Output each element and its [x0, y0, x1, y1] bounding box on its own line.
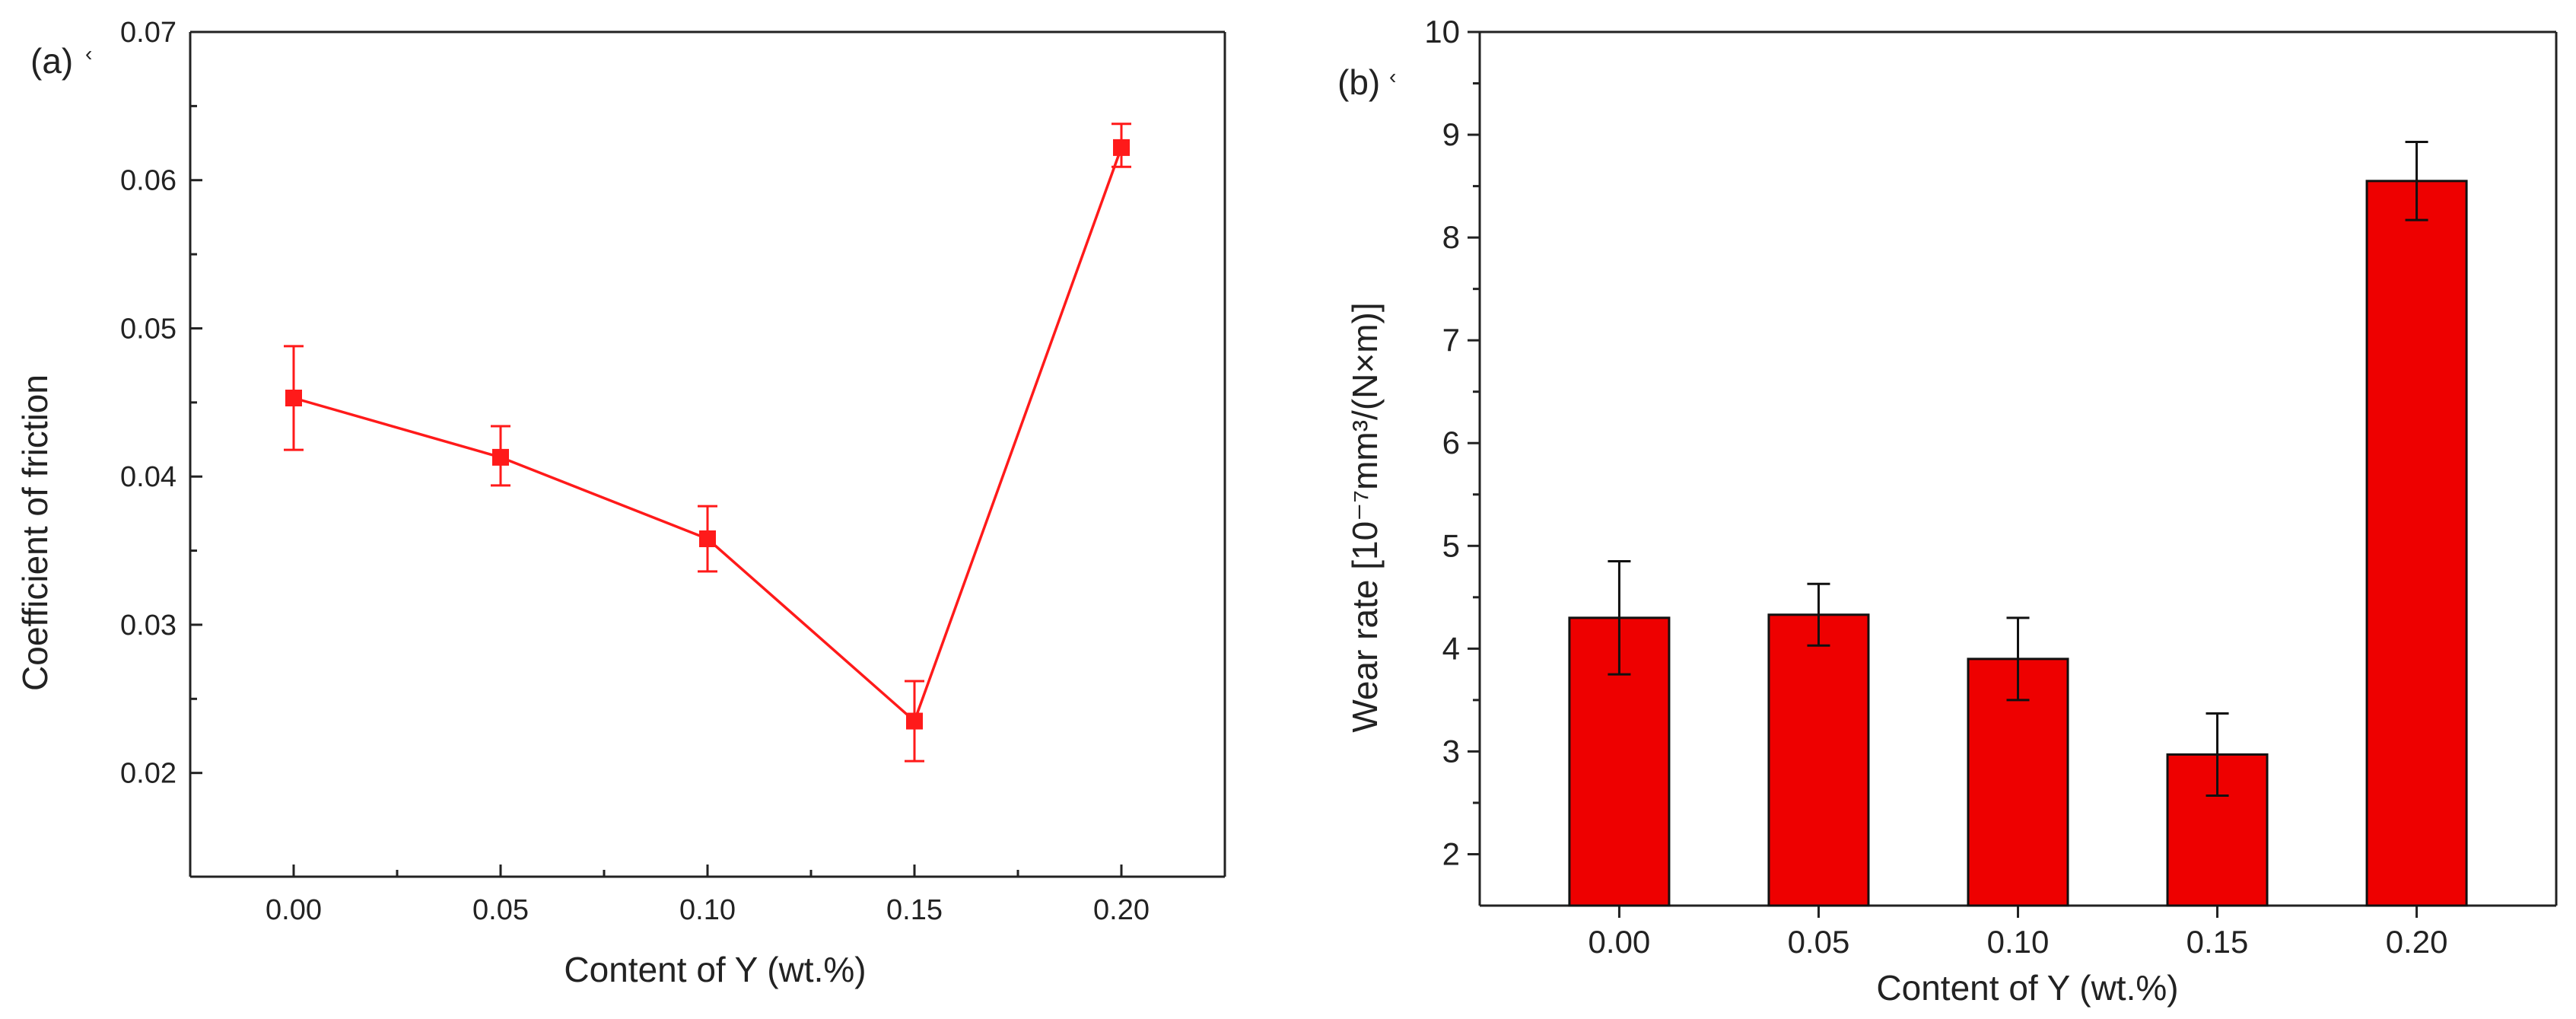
friction-y-ticks: 0.02 0.03 0.04 0.05 0.06 0.07	[120, 17, 202, 790]
friction-y-axis-title: Coefficient of friction	[15, 374, 55, 691]
wear-y-tick-label: 7	[1442, 322, 1460, 358]
wear-x-tick-label: 0.00	[1589, 924, 1651, 960]
panel-mark-a: ‹	[85, 42, 92, 65]
friction-x-tick-label: 0.05	[472, 894, 529, 926]
wear-x-tick-label: 0.15	[2186, 924, 2249, 960]
friction-x-ticks: 0.00 0.05 0.10 0.15 0.20	[266, 865, 1150, 926]
panel-mark-b: ‹	[1389, 65, 1396, 88]
wear-bar	[1767, 613, 1870, 907]
friction-x-tick-label: 0.15	[886, 894, 943, 926]
friction-x-axis-title: Content of Y (wt.%)	[564, 950, 866, 989]
panel-label-b: (b)	[1337, 62, 1380, 102]
wear-x-ticks: 0.00 0.05 0.10 0.15 0.20	[1589, 906, 2448, 960]
friction-y-tick-label: 0.02	[120, 758, 177, 790]
panel-label-a: (a)	[30, 41, 73, 81]
wear-y-tick-label: 10	[1424, 14, 1460, 49]
wear-bar	[2365, 180, 2468, 907]
wear-y-tick-label: 8	[1442, 219, 1460, 255]
wear-y-tick-label: 2	[1442, 836, 1460, 871]
friction-y-tick-label: 0.05	[120, 313, 177, 345]
wear-series	[1568, 141, 2468, 907]
friction-y-tick-label: 0.06	[120, 165, 177, 197]
wear-x-tick-label: 0.05	[1788, 924, 1850, 960]
wear-y-tick-label: 5	[1442, 527, 1460, 563]
friction-data-point	[699, 530, 716, 547]
wear-y-tick-label: 4	[1442, 630, 1460, 666]
wear-y-tick-label: 6	[1442, 425, 1460, 460]
friction-data-point	[906, 712, 923, 730]
friction-series	[284, 123, 1131, 763]
friction-data-point	[285, 390, 302, 406]
friction-y-tick-label: 0.03	[120, 610, 177, 642]
friction-x-tick-label: 0.10	[679, 894, 736, 926]
friction-chart: (a) ‹ 0.00 0.05 0.10 0.15 0.20 0.020.030.040…	[15, 17, 1226, 989]
wear-y-ticks: 2 3 4 5 6 7 8 9 10	[1424, 14, 1480, 871]
friction-x-tick-label: 0.00	[266, 894, 322, 926]
friction-series-line	[293, 147, 1123, 724]
friction-axes	[189, 30, 1226, 878]
wear-y-tick-label: 3	[1442, 733, 1460, 769]
friction-y-tick-label: 0.07	[120, 17, 177, 49]
friction-x-tick-label: 0.20	[1093, 894, 1150, 926]
wear-rate-chart: (b) ‹ 0.00 0.05 0.10 0.15 0.20 2 3 4 5 6 7 8 9 10 Co…	[1337, 14, 2558, 1008]
wear-x-axis-title: Content of Y (wt.%)	[1876, 968, 2178, 1008]
friction-data-point	[1113, 139, 1130, 156]
friction-y-tick-label: 0.04	[120, 461, 177, 493]
wear-x-tick-label: 0.10	[1987, 924, 2050, 960]
wear-x-tick-label: 0.20	[2386, 924, 2448, 960]
wear-y-tick-label: 9	[1442, 116, 1460, 152]
wear-y-axis-title: Wear rate [10⁻⁷mm³/(N×m)]	[1345, 302, 1385, 732]
friction-data-point	[492, 448, 509, 466]
